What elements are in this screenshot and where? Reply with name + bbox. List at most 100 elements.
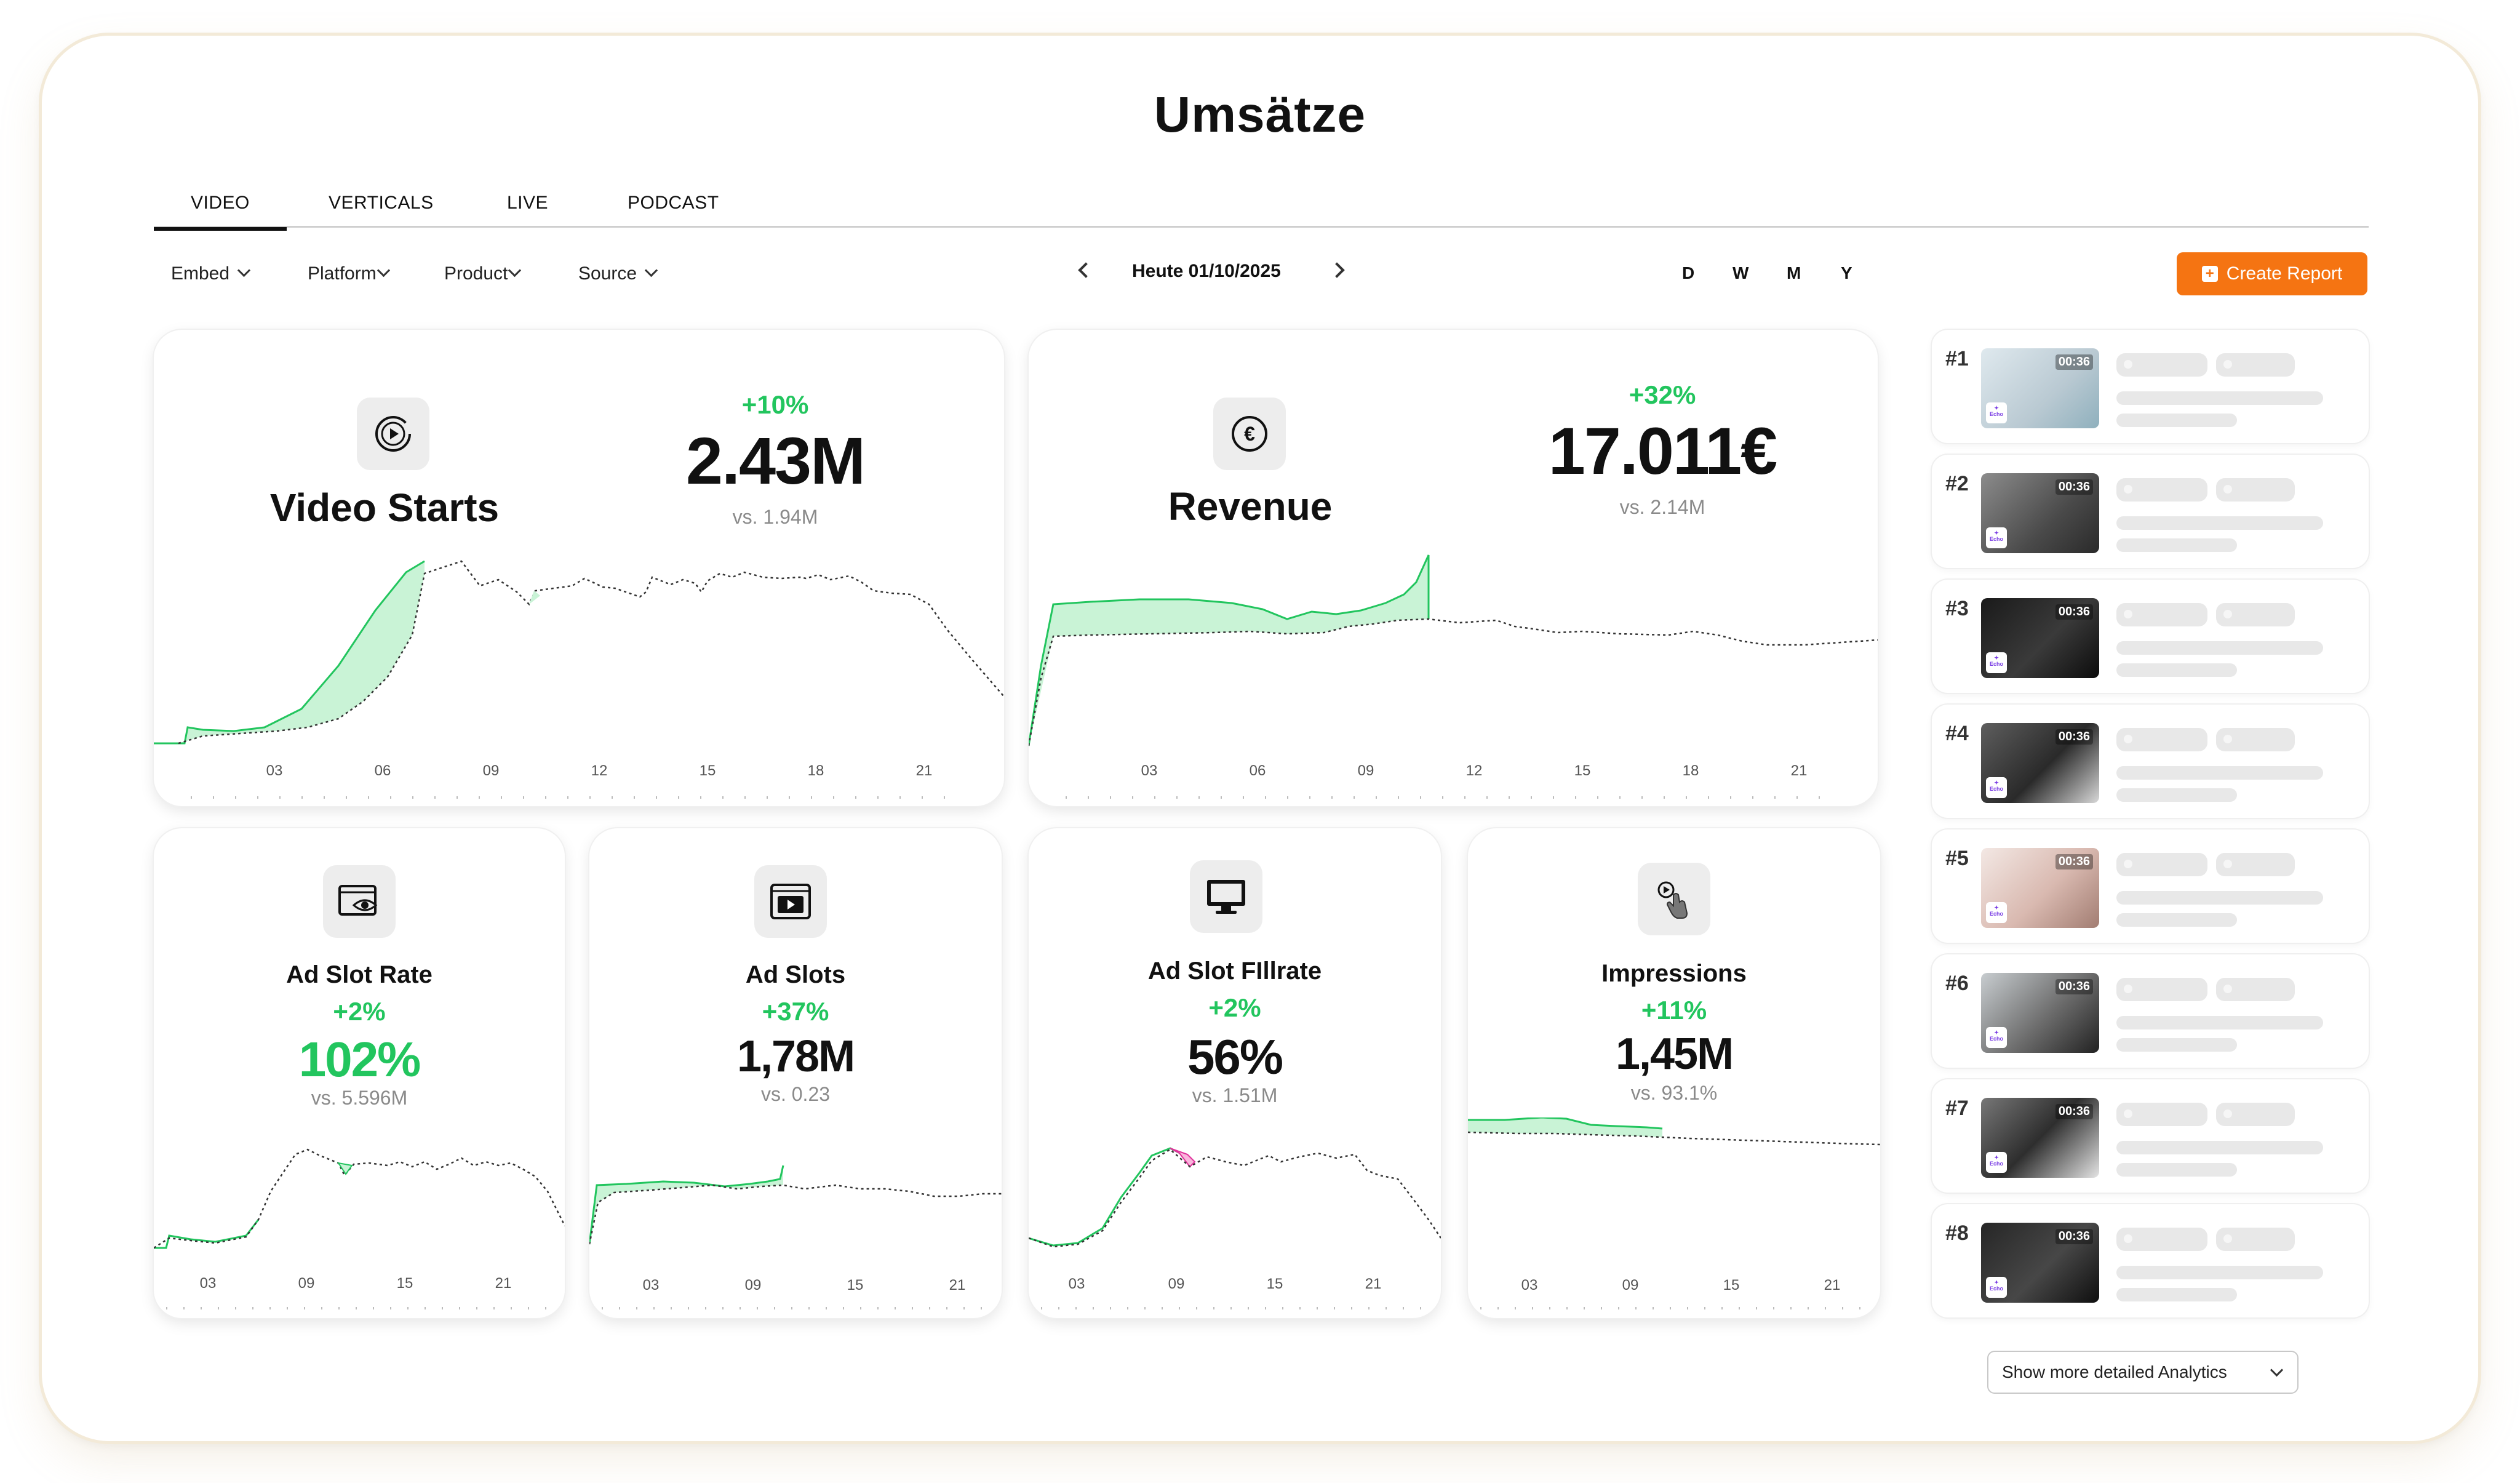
period-week[interactable]: W: [1732, 263, 1749, 282]
show-more-analytics-button[interactable]: Show more detailed Analytics: [1987, 1351, 2299, 1394]
ranking-item[interactable]: #4 00:36 ✦ Echo: [1932, 705, 2369, 818]
placeholder-line: [2116, 766, 2323, 780]
duration-badge: 00:36: [2055, 854, 2093, 869]
echo-logo: ✦ Echo: [1986, 652, 2007, 673]
video-thumbnail[interactable]: 00:36 ✦ Echo: [1981, 973, 2099, 1053]
revenue-chart: 03 06 09 12 15 18 21: [1029, 554, 1878, 799]
delta-badge: +37%: [762, 997, 829, 1026]
echo-plus-icon: ✦: [1994, 1029, 1999, 1036]
play-circle-icon: [357, 398, 429, 470]
delta-badge: +2%: [333, 997, 386, 1026]
video-thumbnail[interactable]: 00:36 ✦ Echo: [1981, 723, 2099, 803]
ad-slot-rate-card: Ad Slot Rate +2% 102% vs. 5.596M 03 09 1…: [154, 828, 565, 1318]
ad-slots-chart: 03 09 15 21: [589, 1165, 1002, 1309]
tick-label: 03: [1069, 1276, 1085, 1292]
placeholder-dot: [2223, 1234, 2232, 1243]
video-thumbnail[interactable]: 00:36 ✦ Echo: [1981, 473, 2099, 553]
filter-platform[interactable]: Platform: [308, 263, 390, 284]
metric-value: 102%: [298, 1032, 421, 1087]
placeholder-line: [2116, 1266, 2323, 1279]
echo-logo: ✦ Echo: [1986, 777, 2007, 798]
ranking-item[interactable]: #7 00:36 ✦ Echo: [1932, 1079, 2369, 1193]
echo-label: Echo: [1989, 786, 2003, 792]
rank-number: #6: [1945, 972, 1969, 995]
rank-number: #7: [1945, 1097, 1969, 1120]
placeholder-line: [2116, 1038, 2237, 1052]
metric-value: 2.43M: [685, 423, 866, 498]
video-thumbnail[interactable]: 00:36 ✦ Echo: [1981, 348, 2099, 428]
ranking-item[interactable]: #2 00:36 ✦ Echo: [1932, 455, 2369, 568]
echo-logo: ✦ Echo: [1986, 902, 2007, 923]
echo-plus-icon: ✦: [1994, 780, 1999, 786]
video-thumbnail[interactable]: 00:36 ✦ Echo: [1981, 848, 2099, 928]
period-month[interactable]: M: [1787, 263, 1801, 282]
card-label: Ad Slot FIllrate: [1147, 957, 1322, 985]
filter-embed[interactable]: Embed: [171, 263, 251, 284]
comparison-value: vs. 5.596M: [311, 1087, 408, 1109]
period-year[interactable]: Y: [1841, 263, 1852, 282]
filter-platform-label: Platform: [308, 263, 377, 284]
tab-podcast[interactable]: PODCAST: [628, 193, 719, 213]
video-thumbnail[interactable]: 00:36 ✦ Echo: [1981, 598, 2099, 678]
placeholder-chip: [2216, 728, 2295, 751]
ranking-item[interactable]: #8 00:36 ✦ Echo: [1932, 1204, 2369, 1317]
x-axis: 03 09 15 21: [602, 1277, 989, 1309]
duration-badge: 00:36: [2055, 979, 2093, 994]
tick-label: 21: [1824, 1277, 1841, 1293]
echo-plus-icon: ✦: [1994, 655, 1999, 661]
euro-coin-icon: €: [1213, 398, 1286, 470]
period-day[interactable]: D: [1682, 263, 1695, 282]
delta-badge: +11%: [1641, 996, 1707, 1025]
revenue-card: € Revenue +32% 17.011€ vs. 2.14M 03 06 0…: [1029, 330, 1878, 806]
tick-label: 18: [1683, 762, 1699, 779]
placeholder-line: [2116, 391, 2323, 405]
filter-product-label: Product: [444, 263, 508, 284]
tick-label: 03: [1141, 762, 1158, 779]
duration-badge: 00:36: [2055, 1104, 2093, 1119]
filter-product[interactable]: Product: [444, 263, 522, 284]
placeholder-chip: [2216, 353, 2295, 377]
echo-plus-icon: ✦: [1994, 530, 1999, 536]
chevron-down-icon: [377, 263, 390, 278]
echo-logo: ✦ Echo: [1986, 1152, 2007, 1173]
tick-label: 21: [495, 1275, 512, 1292]
echo-label: Echo: [1989, 661, 2003, 667]
placeholder-chip: [2116, 353, 2207, 377]
echo-plus-icon: ✦: [1994, 1154, 1999, 1161]
tick-label: 03: [200, 1275, 217, 1292]
placeholder-dot: [2124, 610, 2132, 618]
placeholder-line: [2116, 538, 2237, 552]
placeholder-chip: [2116, 603, 2207, 626]
tick-label: 09: [483, 762, 500, 779]
filter-source[interactable]: Source: [578, 263, 658, 284]
tab-video[interactable]: VIDEO: [154, 193, 287, 231]
ranking-item[interactable]: #6 00:36 ✦ Echo: [1932, 954, 2369, 1068]
video-thumbnail[interactable]: 00:36 ✦ Echo: [1981, 1223, 2099, 1303]
plus-icon: +: [2201, 266, 2218, 282]
page-title: Umsätze: [1154, 87, 1366, 143]
impressions-chart: 03 09 15 21: [1468, 1117, 1880, 1309]
rank-number: #1: [1945, 347, 1969, 370]
ranking-item[interactable]: #3 00:36 ✦ Echo: [1932, 580, 2369, 693]
ranking-item[interactable]: #1 00:36 ✦ Echo: [1932, 330, 2369, 443]
impressions-card: Impressions +11% 1,45M vs. 93.1% 03 09 1…: [1468, 828, 1880, 1318]
rank-number: #5: [1945, 847, 1969, 870]
duration-badge: 00:36: [2055, 479, 2093, 495]
ranking-item[interactable]: #5 00:36 ✦ Echo: [1932, 829, 2369, 943]
tap-hand-icon: [1638, 863, 1710, 935]
tab-verticals[interactable]: VERTICALS: [329, 193, 434, 213]
tick-label: 15: [847, 1277, 864, 1293]
x-axis: 03 09 15 21: [1480, 1277, 1868, 1309]
tick-label: 21: [916, 762, 933, 779]
video-thumbnail[interactable]: 00:36 ✦ Echo: [1981, 1098, 2099, 1178]
chevron-down-icon: [644, 263, 658, 278]
placeholder-line: [2116, 641, 2323, 655]
x-axis: 03 09 15 21: [1041, 1276, 1429, 1309]
placeholder-chip: [2216, 853, 2295, 876]
rank-number: #4: [1945, 722, 1969, 745]
placeholder-chip: [2216, 603, 2295, 626]
placeholder-dot: [2124, 860, 2132, 868]
create-report-button[interactable]: + Create Report: [2177, 252, 2367, 295]
tab-live[interactable]: LIVE: [507, 193, 549, 213]
rank-number: #8: [1945, 1221, 1969, 1245]
